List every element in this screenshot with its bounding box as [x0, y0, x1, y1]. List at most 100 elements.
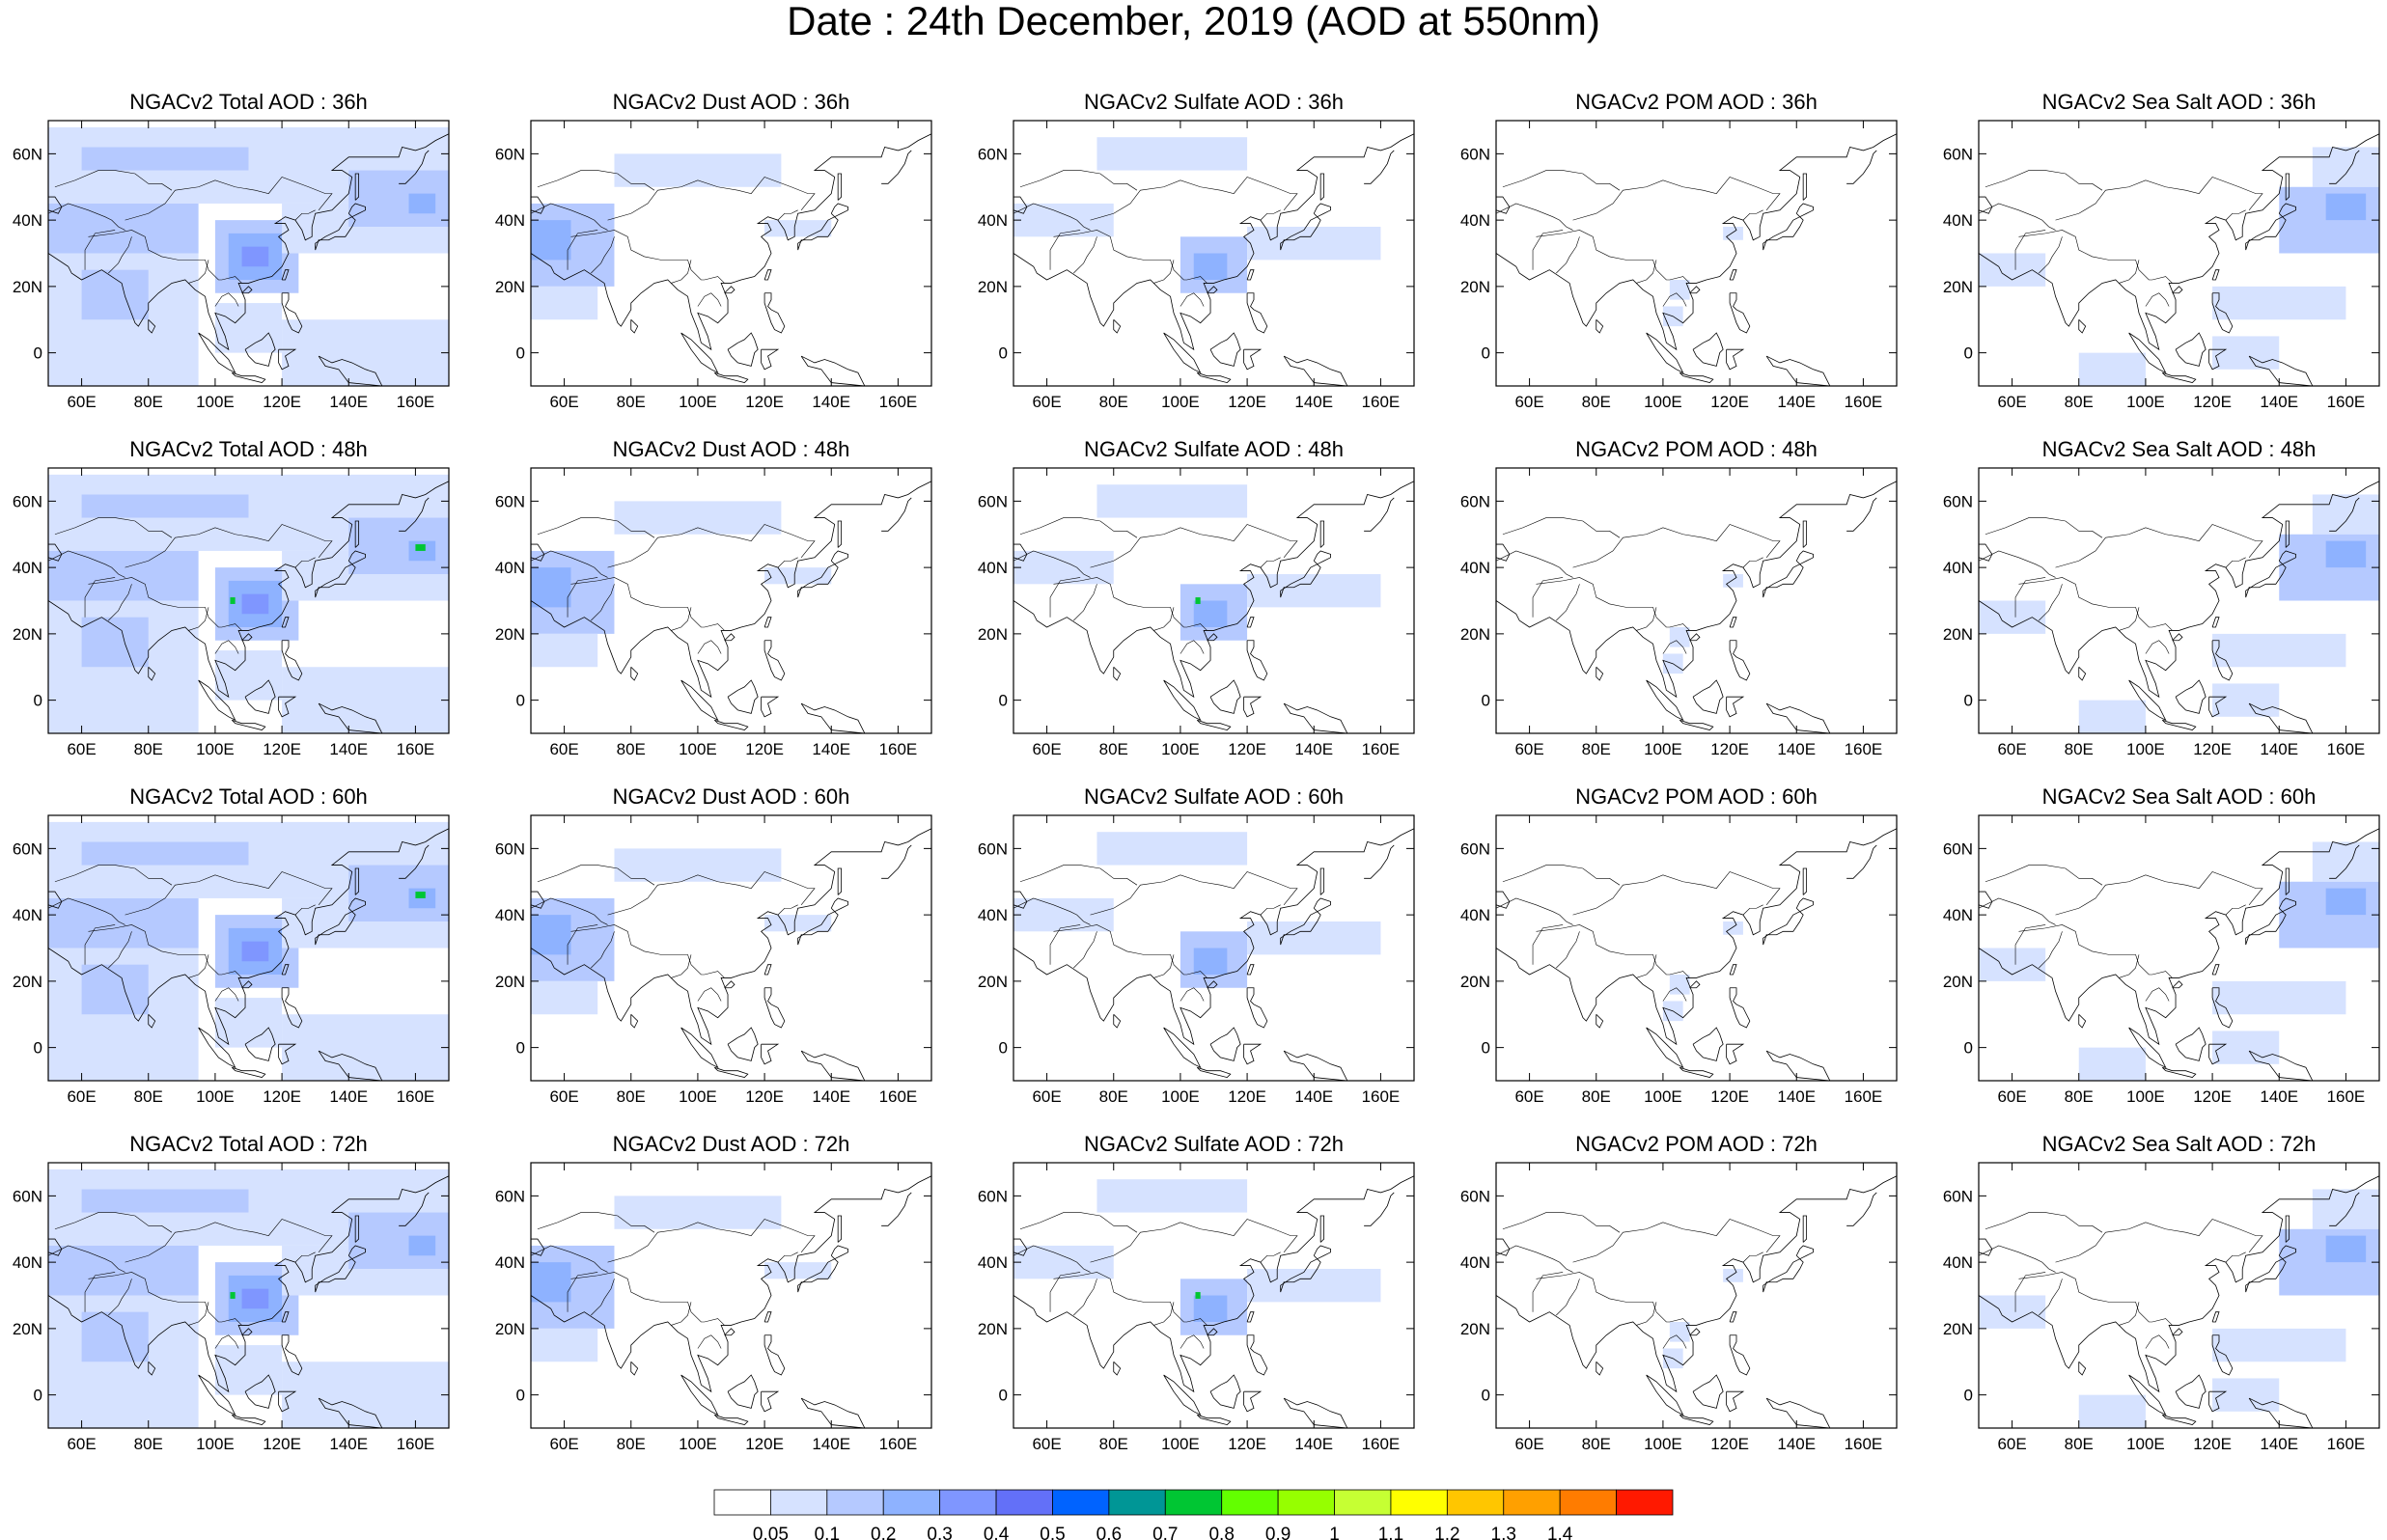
coastline: [1246, 292, 1268, 334]
lat-tick-label: 0: [1964, 692, 1973, 710]
coastline: [148, 1361, 156, 1376]
coastline: [315, 216, 356, 251]
lat-tick-label: 0: [516, 1039, 525, 1058]
coastline: [1765, 355, 1831, 386]
lon-tick-label: 140E: [329, 740, 368, 758]
aod-shading: [614, 501, 782, 535]
lat-tick-label: 60N: [1460, 492, 1490, 510]
aod-hotspot: [1195, 1292, 1201, 1299]
country-border: [607, 871, 816, 916]
coastline: [2278, 203, 2296, 218]
lat-tick-label: 0: [34, 1039, 42, 1058]
coastline: [2285, 173, 2290, 201]
country-border: [1502, 170, 1621, 191]
lon-tick-label: 160E: [1362, 393, 1401, 411]
panel-title: NGACv2 Dust AOD : 60h: [612, 784, 850, 809]
country-border: [2018, 577, 2173, 631]
country-border: [1019, 1212, 1138, 1233]
coastline: [1802, 867, 1808, 895]
country-border: [1180, 640, 1205, 654]
coastline: [800, 1050, 866, 1081]
lon-tick-label: 140E: [2260, 740, 2298, 758]
panel-title: NGACv2 Sea Salt AOD : 48h: [2041, 437, 2317, 461]
lon-tick-label: 60E: [1514, 1435, 1543, 1453]
coastline: [354, 1215, 360, 1243]
lat-tick-label: 40N: [13, 211, 42, 230]
country-border: [2225, 1251, 2246, 1263]
aod-shading: [214, 1345, 283, 1395]
lon-tick-label: 80E: [1582, 740, 1611, 758]
country-border: [1536, 924, 1690, 978]
country-border: [188, 954, 209, 978]
map-frame: [1013, 814, 1415, 1082]
country-border: [591, 236, 615, 274]
coastline: [2128, 332, 2167, 374]
coastline: [2161, 719, 2197, 731]
coastline: [278, 1390, 297, 1413]
country-border: [671, 1302, 692, 1326]
coastline: [1846, 497, 1877, 532]
lat-tick-label: 40N: [1460, 211, 1490, 230]
coastline: [2161, 1066, 2197, 1079]
country-border: [1556, 931, 1580, 969]
aod-shading: [1013, 1245, 1114, 1279]
coastline: [2211, 640, 2234, 681]
coastline: [763, 964, 772, 976]
coastline: [1765, 1397, 1831, 1428]
coastline: [244, 1027, 276, 1061]
lon-tick-label: 120E: [1710, 1435, 1749, 1453]
coastline: [148, 1013, 156, 1029]
lat-tick-label: 20N: [1943, 625, 1973, 644]
coastline: [231, 1414, 266, 1426]
aod-shading: [2212, 683, 2280, 717]
coastline: [281, 640, 303, 681]
coastline: [1319, 173, 1325, 201]
panel-title: NGACv2 Sulfate AOD : 72h: [1083, 1132, 1345, 1156]
country-border: [697, 292, 722, 307]
country-border: [2039, 236, 2063, 274]
coastline: [531, 828, 931, 1046]
coastline: [2211, 987, 2234, 1029]
country-border: [1742, 209, 1763, 221]
country-border: [1049, 1272, 1081, 1312]
aod-shading: [531, 1262, 571, 1303]
coastline: [1762, 911, 1804, 946]
coastline: [713, 719, 749, 731]
lat-tick-label: 0: [34, 344, 42, 363]
aod-shading: [2212, 336, 2280, 370]
coastline: [2078, 666, 2087, 681]
aod-shading: [614, 848, 782, 882]
aod-shading: [2078, 1394, 2146, 1428]
coastline: [1979, 828, 2379, 1046]
coastline: [797, 911, 839, 946]
aod-shading: [2078, 352, 2146, 386]
lat-tick-label: 60N: [1943, 1187, 1973, 1205]
map-panel: 60E 80E 100E 120E 140E 160E 60N 40N 20N 0: [13, 1162, 450, 1453]
coastline: [837, 520, 843, 548]
coastline: [1207, 1328, 1218, 1336]
colorbar-swatch: [995, 1489, 1053, 1516]
lat-tick-label: 20N: [978, 625, 1008, 644]
country-border: [88, 230, 242, 284]
aod-shading: [81, 1189, 249, 1213]
lat-tick-label: 40N: [1460, 906, 1490, 924]
country-border: [607, 524, 816, 568]
coastline: [1802, 173, 1808, 201]
country-border: [531, 203, 608, 231]
lon-tick-label: 160E: [1845, 740, 1883, 758]
aod-shading: [48, 203, 199, 254]
coastline: [761, 1043, 780, 1065]
lat-tick-label: 60N: [978, 1187, 1008, 1205]
lon-tick-label: 60E: [1032, 393, 1061, 411]
coastline: [531, 1238, 545, 1256]
coastline: [1243, 1390, 1263, 1413]
country-border: [1662, 987, 1687, 1002]
coastline: [2172, 633, 2183, 642]
colorbar-swatch: [826, 1489, 884, 1516]
lat-tick-label: 0: [1482, 1387, 1490, 1405]
coastline: [1364, 150, 1395, 184]
coastline: [1802, 520, 1808, 548]
coastline: [48, 133, 449, 351]
country-border: [1532, 577, 1564, 618]
country-border: [777, 209, 798, 221]
